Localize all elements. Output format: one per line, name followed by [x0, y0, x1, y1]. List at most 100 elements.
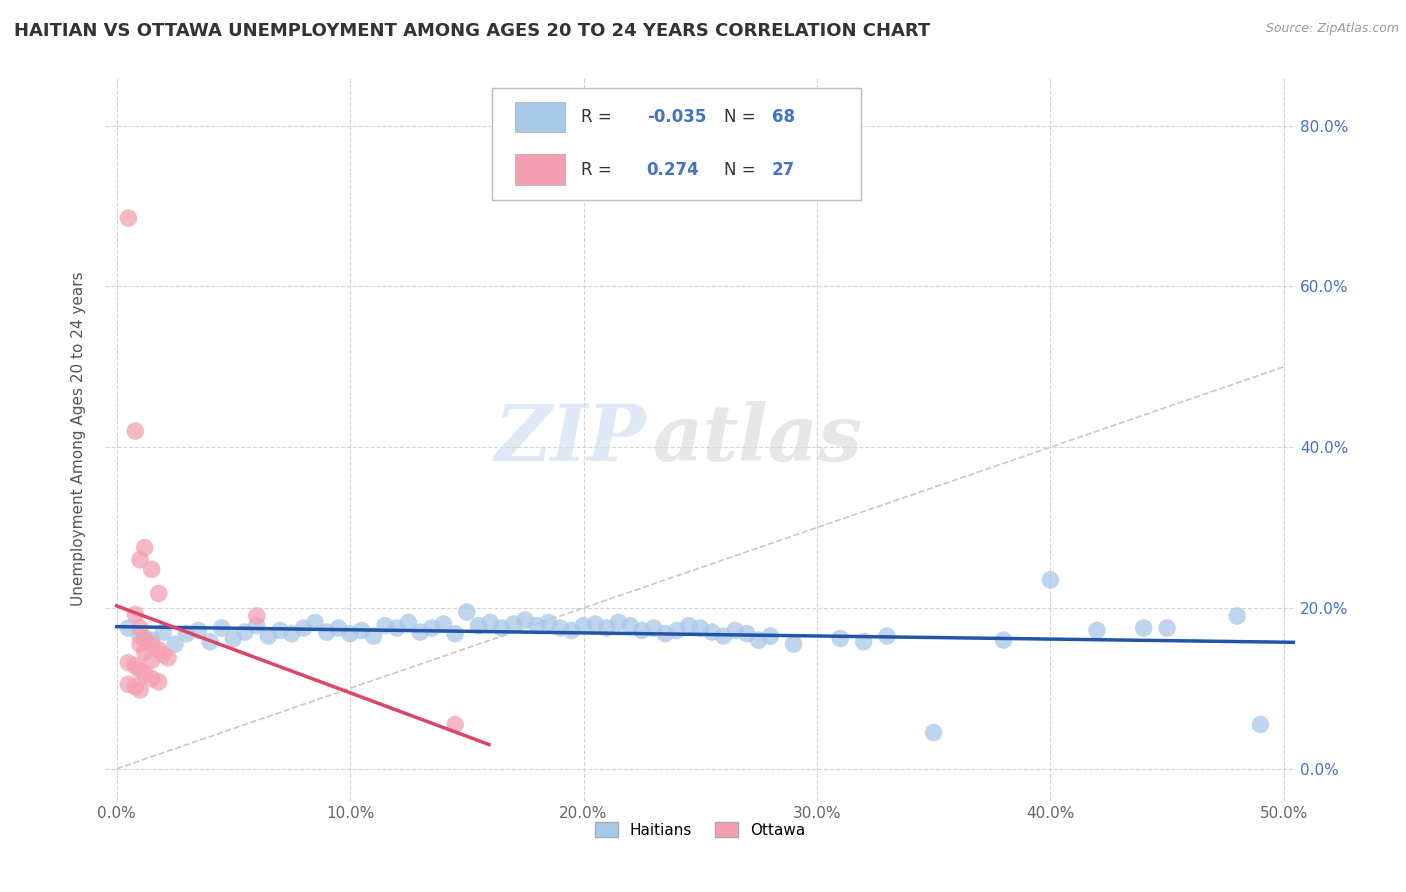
Point	[280, 626, 302, 640]
Point	[148, 674, 170, 689]
Point	[479, 615, 502, 630]
Point	[141, 637, 163, 651]
Text: N =: N =	[724, 161, 755, 178]
Point	[548, 621, 571, 635]
Text: atlas: atlas	[652, 401, 862, 477]
Point	[515, 613, 537, 627]
FancyBboxPatch shape	[515, 154, 565, 185]
Y-axis label: Unemployment Among Ages 20 to 24 years: Unemployment Among Ages 20 to 24 years	[72, 272, 86, 607]
Point	[491, 621, 513, 635]
Point	[852, 634, 875, 648]
Point	[304, 615, 326, 630]
Point	[654, 626, 676, 640]
Point	[561, 624, 583, 638]
Point	[993, 633, 1015, 648]
Point	[830, 632, 852, 646]
Legend: Haitians, Ottawa: Haitians, Ottawa	[589, 815, 811, 844]
Point	[1226, 609, 1249, 624]
Point	[257, 629, 280, 643]
Text: 27: 27	[772, 161, 794, 178]
Point	[292, 621, 315, 635]
Point	[117, 656, 139, 670]
Point	[129, 629, 152, 643]
Point	[385, 621, 408, 635]
Text: N =: N =	[724, 108, 755, 126]
Point	[117, 677, 139, 691]
Point	[315, 625, 337, 640]
Point	[467, 618, 489, 632]
Point	[141, 672, 163, 686]
Point	[1249, 717, 1271, 731]
Point	[152, 648, 174, 662]
Point	[713, 629, 735, 643]
Point	[1039, 573, 1062, 587]
Point	[724, 624, 747, 638]
Text: R =: R =	[581, 161, 612, 178]
Point	[583, 617, 606, 632]
Text: HAITIAN VS OTTAWA UNEMPLOYMENT AMONG AGES 20 TO 24 YEARS CORRELATION CHART: HAITIAN VS OTTAWA UNEMPLOYMENT AMONG AGE…	[14, 22, 931, 40]
Point	[922, 725, 945, 739]
Point	[396, 615, 419, 630]
Point	[163, 637, 186, 651]
Point	[689, 621, 711, 635]
Point	[129, 664, 152, 678]
Point	[187, 624, 209, 638]
Point	[643, 621, 665, 635]
FancyBboxPatch shape	[515, 102, 565, 132]
Point	[700, 625, 723, 640]
Point	[456, 605, 478, 619]
Point	[1156, 621, 1178, 635]
Point	[374, 618, 396, 632]
Point	[222, 632, 245, 646]
Point	[141, 633, 163, 648]
Point	[269, 624, 291, 638]
Point	[444, 626, 467, 640]
Point	[678, 618, 700, 632]
Point	[328, 621, 350, 635]
Point	[117, 211, 139, 226]
Point	[134, 541, 156, 555]
Point	[409, 625, 432, 640]
Point	[619, 618, 641, 632]
Point	[124, 424, 146, 438]
Point	[1085, 624, 1108, 638]
Point	[339, 626, 361, 640]
Point	[156, 650, 179, 665]
Point	[748, 633, 770, 648]
Point	[129, 553, 152, 567]
Point	[129, 637, 152, 651]
Point	[876, 629, 898, 643]
Text: -0.035: -0.035	[647, 108, 706, 126]
Point	[129, 682, 152, 697]
Point	[124, 607, 146, 622]
Point	[117, 621, 139, 635]
Point	[607, 615, 630, 630]
Point	[141, 562, 163, 576]
Point	[211, 621, 233, 635]
Text: 0.274: 0.274	[647, 161, 699, 178]
Point	[233, 625, 256, 640]
Point	[759, 629, 782, 643]
Point	[152, 625, 174, 640]
Point	[526, 618, 548, 632]
Text: ZIP: ZIP	[495, 401, 647, 477]
Point	[1132, 621, 1154, 635]
Text: R =: R =	[581, 108, 612, 126]
Point	[124, 680, 146, 694]
Point	[735, 626, 758, 640]
Point	[129, 621, 152, 635]
Point	[444, 717, 467, 731]
FancyBboxPatch shape	[492, 88, 860, 201]
Point	[596, 621, 619, 635]
Point	[148, 642, 170, 657]
Point	[665, 624, 688, 638]
Point	[134, 645, 156, 659]
Point	[246, 609, 269, 624]
Point	[141, 653, 163, 667]
Point	[148, 586, 170, 600]
Point	[198, 634, 221, 648]
Point	[502, 617, 524, 632]
Point	[124, 658, 146, 673]
Point	[631, 624, 654, 638]
Point	[134, 666, 156, 681]
